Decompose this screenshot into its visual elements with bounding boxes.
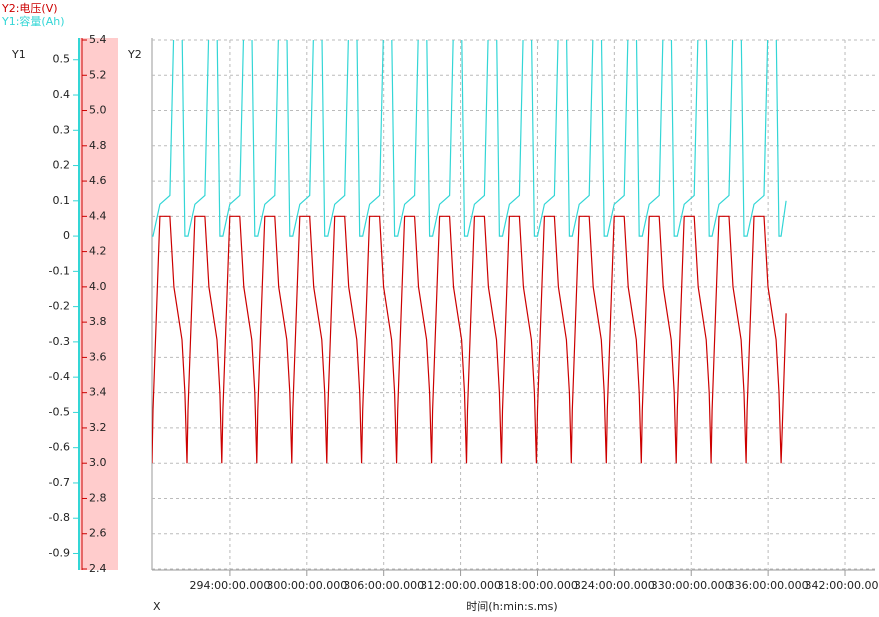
y1-tick-label: -0.5 [49,405,70,418]
x-tick-label: 300:00:00.000 [266,579,347,592]
y2-tick-label: 3.4 [89,386,107,399]
y1-tick-label: -0.3 [49,335,70,348]
y2-tick-label: 3.6 [89,350,107,363]
y2-tick-label: 4.6 [89,174,107,187]
x-tick-label: 324:00:00.000 [574,579,655,592]
y2-tick-label: 4.0 [89,280,107,293]
y1-label: Y1 [11,48,26,61]
x-axis-name: X [153,600,161,613]
y2-tick-label: 5.4 [89,33,107,46]
x-tick-label: 318:00:00.000 [497,579,578,592]
y1-tick-label: 0.3 [53,123,71,136]
y1-tick-label: -0.4 [49,370,70,383]
x-tick-label: 330:00:00.000 [651,579,732,592]
y1-tick-label: 0.5 [53,53,71,66]
x-tick-label: 306:00:00.000 [343,579,424,592]
y1-tick-label: 0.2 [53,159,71,172]
x-tick-label: 312:00:00.000 [420,579,501,592]
y2-tick-label: 3.0 [89,456,107,469]
y1-tick-label: -0.1 [49,264,70,277]
y2-tick-label: 2.8 [89,491,107,504]
x-tick-label: 294:00:00.000 [189,579,270,592]
y1-tick-label: -0.6 [49,441,70,454]
legend-y1: Y1:容量(Ah) [1,14,65,28]
y2-tick-label: 3.8 [89,315,107,328]
legend-y2: Y2:电压(V) [1,2,58,15]
y2-label: Y2 [127,48,142,61]
x-tick-label: 336:00:00.000 [728,579,809,592]
y2-tick-label: 5.2 [89,68,107,81]
y1-tick-label: -0.9 [49,546,70,559]
y2-tick-label: 4.2 [89,245,107,258]
y1-tick-label: 0.1 [53,194,71,207]
y2-tick-label: 2.6 [89,527,107,540]
y2-tick-label: 4.4 [89,209,107,222]
x-axis-title: 时间(h:min:s.ms) [466,600,557,613]
y1-tick-label: -0.8 [49,511,70,524]
series-line [152,215,787,464]
y2-tick-label: 2.4 [89,562,107,575]
x-tick-label: 342:00:00.000 [805,579,879,592]
y1-tick-label: -0.7 [49,476,70,489]
y1-tick-label: 0.4 [53,88,71,101]
y1-tick-label: -0.2 [49,300,70,313]
y2-axis-band [80,38,118,570]
y2-tick-label: 4.8 [89,139,107,152]
series-line [152,40,787,237]
y2-tick-label: 5.0 [89,104,107,117]
y2-tick-label: 3.2 [89,421,107,434]
y1-tick-label: 0 [63,229,70,242]
